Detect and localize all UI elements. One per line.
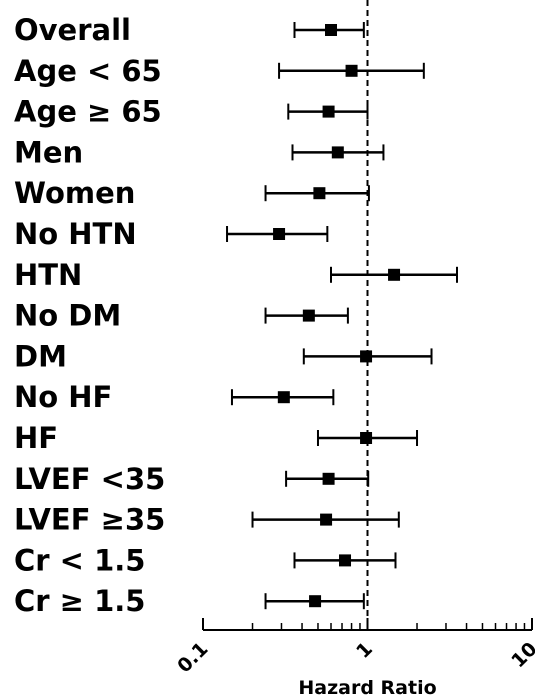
forest-row: Cr ≥ 1.5 [14, 584, 365, 618]
row-label: Women [14, 176, 135, 210]
row-label: Cr ≥ 1.5 [14, 584, 145, 618]
hazard-ratio-marker [325, 24, 338, 36]
x-tick-label: 10 [507, 638, 535, 672]
hazard-ratio-marker [345, 64, 358, 77]
row-label: Cr < 1.5 [14, 543, 145, 577]
hazard-ratio-marker [360, 350, 373, 363]
x-axis-title: Hazard Ratio [298, 677, 436, 699]
forest-row: No HF [14, 380, 335, 414]
hazard-ratio-marker [322, 472, 335, 485]
row-label: No HTN [14, 217, 137, 251]
row-label: LVEF <35 [14, 462, 165, 496]
hazard-ratio-marker [360, 432, 373, 444]
row-label: DM [14, 339, 67, 373]
hazard-ratio-marker [309, 595, 322, 608]
x-axis: 0.1 1 10 [173, 618, 535, 677]
forest-row: Cr < 1.5 [14, 543, 397, 577]
row-label: Age < 65 [14, 54, 162, 88]
row-label: HTN [14, 258, 82, 292]
x-tick-label: 1 [352, 638, 377, 663]
hazard-ratio-marker [331, 146, 344, 159]
row-label: Overall [14, 13, 131, 47]
row-label: HF [14, 421, 58, 455]
hazard-ratio-marker [277, 391, 290, 404]
row-label: Men [14, 135, 83, 169]
hazard-ratio-marker [302, 309, 315, 322]
row-label: LVEF ≥35 [14, 503, 165, 537]
x-tick-label: 0.1 [173, 638, 212, 677]
rows-layer: Overall Age < 65 Age ≥ 65 Men Women No HTN HTN… [14, 13, 458, 618]
forest-row: HF [14, 421, 419, 455]
hazard-ratio-marker [313, 187, 326, 200]
forest-row: Overall [14, 13, 365, 47]
hazard-ratio-marker [339, 554, 352, 567]
hazard-ratio-marker [388, 268, 401, 281]
row-label: No HF [14, 380, 112, 414]
forest-row: LVEF ≥35 [14, 503, 400, 537]
forest-row: DM [14, 339, 433, 373]
forest-row: No HTN [14, 217, 329, 251]
forest-row: Women [14, 176, 370, 210]
forest-row: Age < 65 [14, 54, 425, 88]
hazard-ratio-marker [320, 513, 333, 526]
forest-row: HTN [14, 258, 458, 292]
hazard-ratio-marker [273, 228, 286, 240]
forest-row: Men [14, 135, 385, 169]
row-label: No DM [14, 299, 121, 333]
forest-row: Age ≥ 65 [14, 95, 369, 129]
hazard-ratio-marker [322, 105, 335, 118]
row-label: Age ≥ 65 [14, 95, 162, 129]
forest-row: LVEF <35 [14, 462, 370, 496]
forest-row: No DM [14, 299, 349, 333]
